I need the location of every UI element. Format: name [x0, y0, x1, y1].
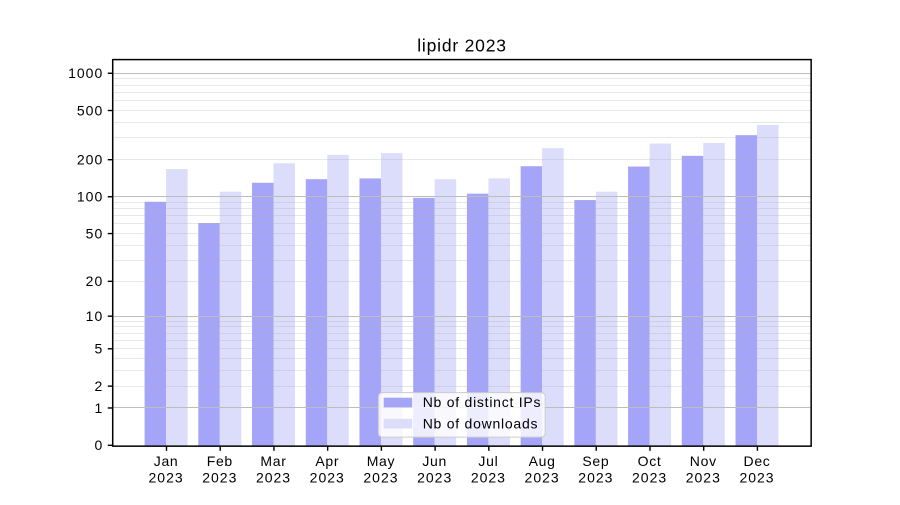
svg-text:Nb of downloads: Nb of downloads [423, 415, 539, 431]
svg-text:2023: 2023 [578, 470, 613, 486]
svg-text:2023: 2023 [525, 470, 560, 486]
svg-text:Mar: Mar [260, 453, 286, 469]
svg-text:500: 500 [77, 102, 103, 118]
svg-text:2023: 2023 [310, 470, 345, 486]
svg-text:Apr: Apr [315, 453, 339, 469]
svg-text:Nb of distinct IPs: Nb of distinct IPs [423, 394, 542, 410]
svg-text:Oct: Oct [638, 453, 662, 469]
svg-text:10: 10 [86, 308, 104, 324]
svg-text:Jul: Jul [478, 453, 498, 469]
svg-text:2023: 2023 [632, 470, 667, 486]
svg-text:200: 200 [77, 152, 103, 168]
svg-text:lipidr 2023: lipidr 2023 [417, 35, 507, 55]
svg-text:20: 20 [86, 273, 104, 289]
svg-text:Jan: Jan [154, 453, 179, 469]
svg-text:Sep: Sep [582, 453, 609, 469]
svg-text:0: 0 [94, 437, 103, 453]
svg-text:Feb: Feb [207, 453, 233, 469]
svg-text:2023: 2023 [686, 470, 721, 486]
svg-text:2023: 2023 [149, 470, 184, 486]
svg-text:Nov: Nov [690, 453, 717, 469]
svg-text:1: 1 [94, 400, 103, 416]
svg-text:Jun: Jun [422, 453, 447, 469]
svg-text:2023: 2023 [363, 470, 398, 486]
svg-text:2023: 2023 [739, 470, 774, 486]
svg-text:1000: 1000 [68, 65, 103, 81]
svg-text:100: 100 [77, 189, 103, 205]
svg-text:2023: 2023 [417, 470, 452, 486]
svg-text:Dec: Dec [744, 453, 771, 469]
svg-text:2: 2 [94, 378, 103, 394]
svg-text:5: 5 [94, 341, 103, 357]
svg-text:50: 50 [86, 225, 104, 241]
svg-text:2023: 2023 [256, 470, 291, 486]
svg-text:Aug: Aug [529, 453, 556, 469]
svg-text:2023: 2023 [202, 470, 237, 486]
svg-text:May: May [367, 453, 396, 469]
svg-text:2023: 2023 [471, 470, 506, 486]
